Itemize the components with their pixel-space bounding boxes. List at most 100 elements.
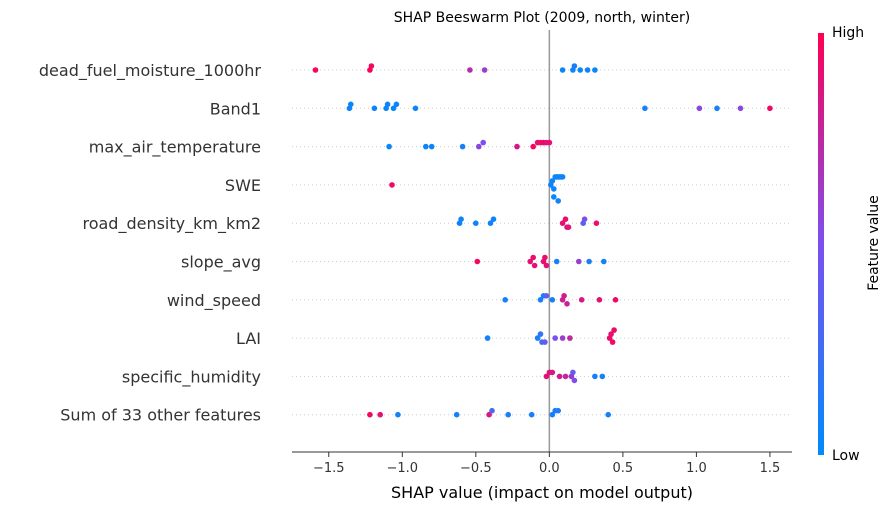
data-point xyxy=(549,369,556,376)
row-guides xyxy=(292,69,792,416)
x-tick-label: 0.0 xyxy=(539,461,560,476)
chart-title: SHAP Beeswarm Plot (2009, north, winter) xyxy=(394,10,690,26)
data-point xyxy=(537,331,544,337)
data-point xyxy=(390,105,397,112)
data-point xyxy=(549,297,556,303)
data-point xyxy=(543,373,550,380)
data-point xyxy=(562,216,569,222)
feature-label: specific_humidity xyxy=(122,367,261,387)
data-point xyxy=(514,143,520,150)
data-point xyxy=(505,411,512,418)
data-point xyxy=(571,63,578,69)
data-point xyxy=(458,216,464,222)
data-point xyxy=(551,186,557,192)
data-point xyxy=(612,297,619,303)
data-point xyxy=(564,301,570,307)
data-point xyxy=(487,220,494,226)
data-point xyxy=(609,339,616,345)
data-point xyxy=(393,101,400,108)
data-point xyxy=(530,254,536,261)
colorbar-low-label: Low xyxy=(832,448,860,464)
data-point xyxy=(384,101,391,108)
colorbar xyxy=(818,33,824,455)
data-point xyxy=(559,335,566,341)
data-point xyxy=(459,143,466,150)
data-point xyxy=(555,198,561,204)
data-point xyxy=(642,105,648,112)
data-point xyxy=(592,373,598,380)
data-point xyxy=(377,411,384,418)
data-point xyxy=(453,411,460,418)
x-axis-label: SHAP value (impact on model output) xyxy=(391,483,693,502)
data-point xyxy=(562,373,569,380)
data-point xyxy=(480,139,487,146)
data-point xyxy=(423,143,429,150)
data-point xyxy=(528,411,535,418)
feature-label: LAI xyxy=(236,329,261,348)
data-point xyxy=(601,258,607,265)
data-point xyxy=(486,411,492,418)
data-point xyxy=(467,67,473,73)
data-point xyxy=(367,411,373,418)
data-point xyxy=(576,258,582,265)
data-point xyxy=(608,331,614,337)
data-point xyxy=(534,335,541,341)
data-point xyxy=(348,101,354,108)
data-point xyxy=(386,143,392,150)
data-point xyxy=(476,143,482,150)
data-point xyxy=(312,67,319,73)
data-point xyxy=(586,258,592,265)
data-point xyxy=(368,63,375,69)
x-tick-label: 1.0 xyxy=(686,461,707,476)
data-point xyxy=(577,67,583,73)
data-point xyxy=(549,178,556,184)
data-point xyxy=(549,411,556,418)
data-point xyxy=(556,373,563,380)
x-tick-label: −0.5 xyxy=(460,461,492,476)
data-point xyxy=(555,407,561,414)
feature-label: Band1 xyxy=(210,99,261,118)
colorbar-title: Feature value xyxy=(866,195,882,291)
data-point xyxy=(527,258,533,265)
data-point xyxy=(571,377,578,384)
data-point xyxy=(596,297,603,303)
data-point xyxy=(593,220,600,226)
feature-label: dead_fuel_moisture_1000hr xyxy=(39,61,262,81)
data-point xyxy=(489,407,495,414)
data-point xyxy=(567,335,573,341)
feature-label: Sum of 33 other features xyxy=(60,406,261,425)
data-point xyxy=(395,411,401,418)
data-point xyxy=(389,182,395,188)
data-point xyxy=(605,411,611,418)
data-point xyxy=(543,293,550,299)
data-point xyxy=(474,258,481,265)
feature-label: SWE xyxy=(225,176,261,195)
data-point xyxy=(473,220,479,226)
data-point xyxy=(412,105,419,112)
data-point xyxy=(578,297,585,303)
x-tick-label: 1.5 xyxy=(760,461,781,476)
data-point xyxy=(559,220,566,226)
data-point xyxy=(559,174,566,180)
data-point xyxy=(581,216,588,222)
x-tick-label: −1.5 xyxy=(313,461,345,476)
feature-label: road_density_km_km2 xyxy=(82,214,261,234)
feature-label: wind_speed xyxy=(167,291,261,311)
data-point xyxy=(611,327,617,333)
data-point xyxy=(481,67,488,73)
data-point xyxy=(542,339,548,345)
data-point xyxy=(428,143,435,150)
feature-label: slope_avg xyxy=(181,253,261,273)
data-point xyxy=(546,139,553,146)
data-point xyxy=(484,335,491,341)
data-point xyxy=(584,67,591,73)
data-point xyxy=(543,262,550,269)
data-point xyxy=(570,369,576,376)
x-tick-label: 0.5 xyxy=(613,461,634,476)
data-point xyxy=(767,105,773,112)
data-point xyxy=(502,297,509,303)
feature-label: max_air_temperature xyxy=(89,138,261,158)
data-points xyxy=(312,63,773,418)
data-point xyxy=(530,143,536,150)
